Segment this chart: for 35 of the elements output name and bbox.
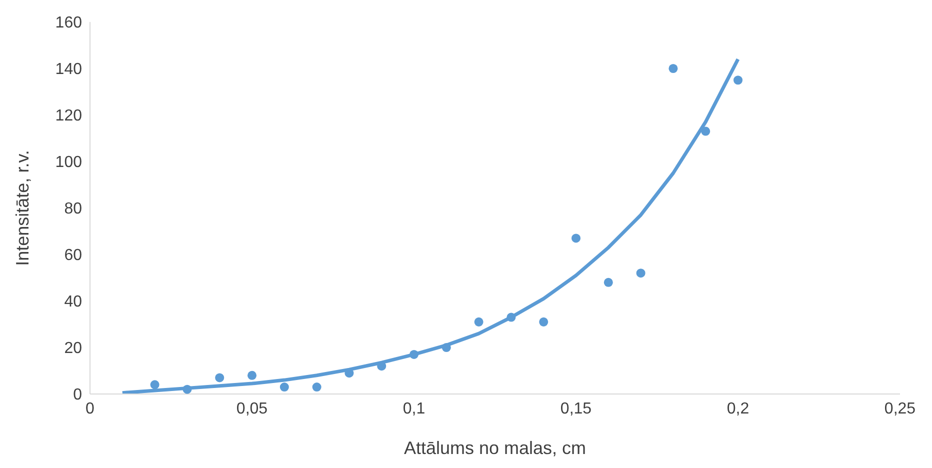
x-tick-label: 0	[86, 400, 95, 418]
x-tick-label: 0,15	[560, 400, 592, 418]
point	[506, 312, 516, 322]
x-tick-label: 0,05	[236, 400, 268, 418]
y-tick-label: 20	[64, 340, 82, 358]
y-tick-label: 160	[55, 14, 82, 32]
point	[409, 350, 419, 359]
y-tick-label: 140	[55, 61, 82, 78]
y-axis-title: Intensitāte, r.v.	[12, 150, 32, 266]
y-tick-label: 100	[55, 154, 82, 172]
point	[312, 382, 322, 392]
point	[150, 380, 160, 390]
point	[539, 317, 548, 326]
y-tick-label: 60	[64, 247, 82, 264]
y-tick-label: 120	[55, 108, 82, 125]
x-tick-label: 0,2	[726, 400, 750, 418]
y-tick-label: 0	[73, 386, 82, 404]
x-axis-title: Attālums no malas, cm	[404, 438, 586, 458]
point	[604, 278, 613, 287]
point	[182, 384, 192, 394]
point	[733, 76, 743, 85]
line-series	[120, 57, 740, 394]
point	[247, 370, 257, 380]
point	[668, 64, 678, 74]
point	[280, 382, 289, 392]
point	[636, 268, 646, 278]
point	[442, 342, 451, 352]
point	[701, 126, 710, 136]
x-tick-label: 0,1	[402, 400, 426, 418]
x-tick-label: 0,25	[884, 400, 916, 418]
point	[571, 234, 581, 243]
point	[474, 317, 484, 326]
y-tick-label: 40	[64, 294, 82, 311]
point	[215, 373, 224, 382]
y-tick-label: 80	[64, 200, 82, 218]
